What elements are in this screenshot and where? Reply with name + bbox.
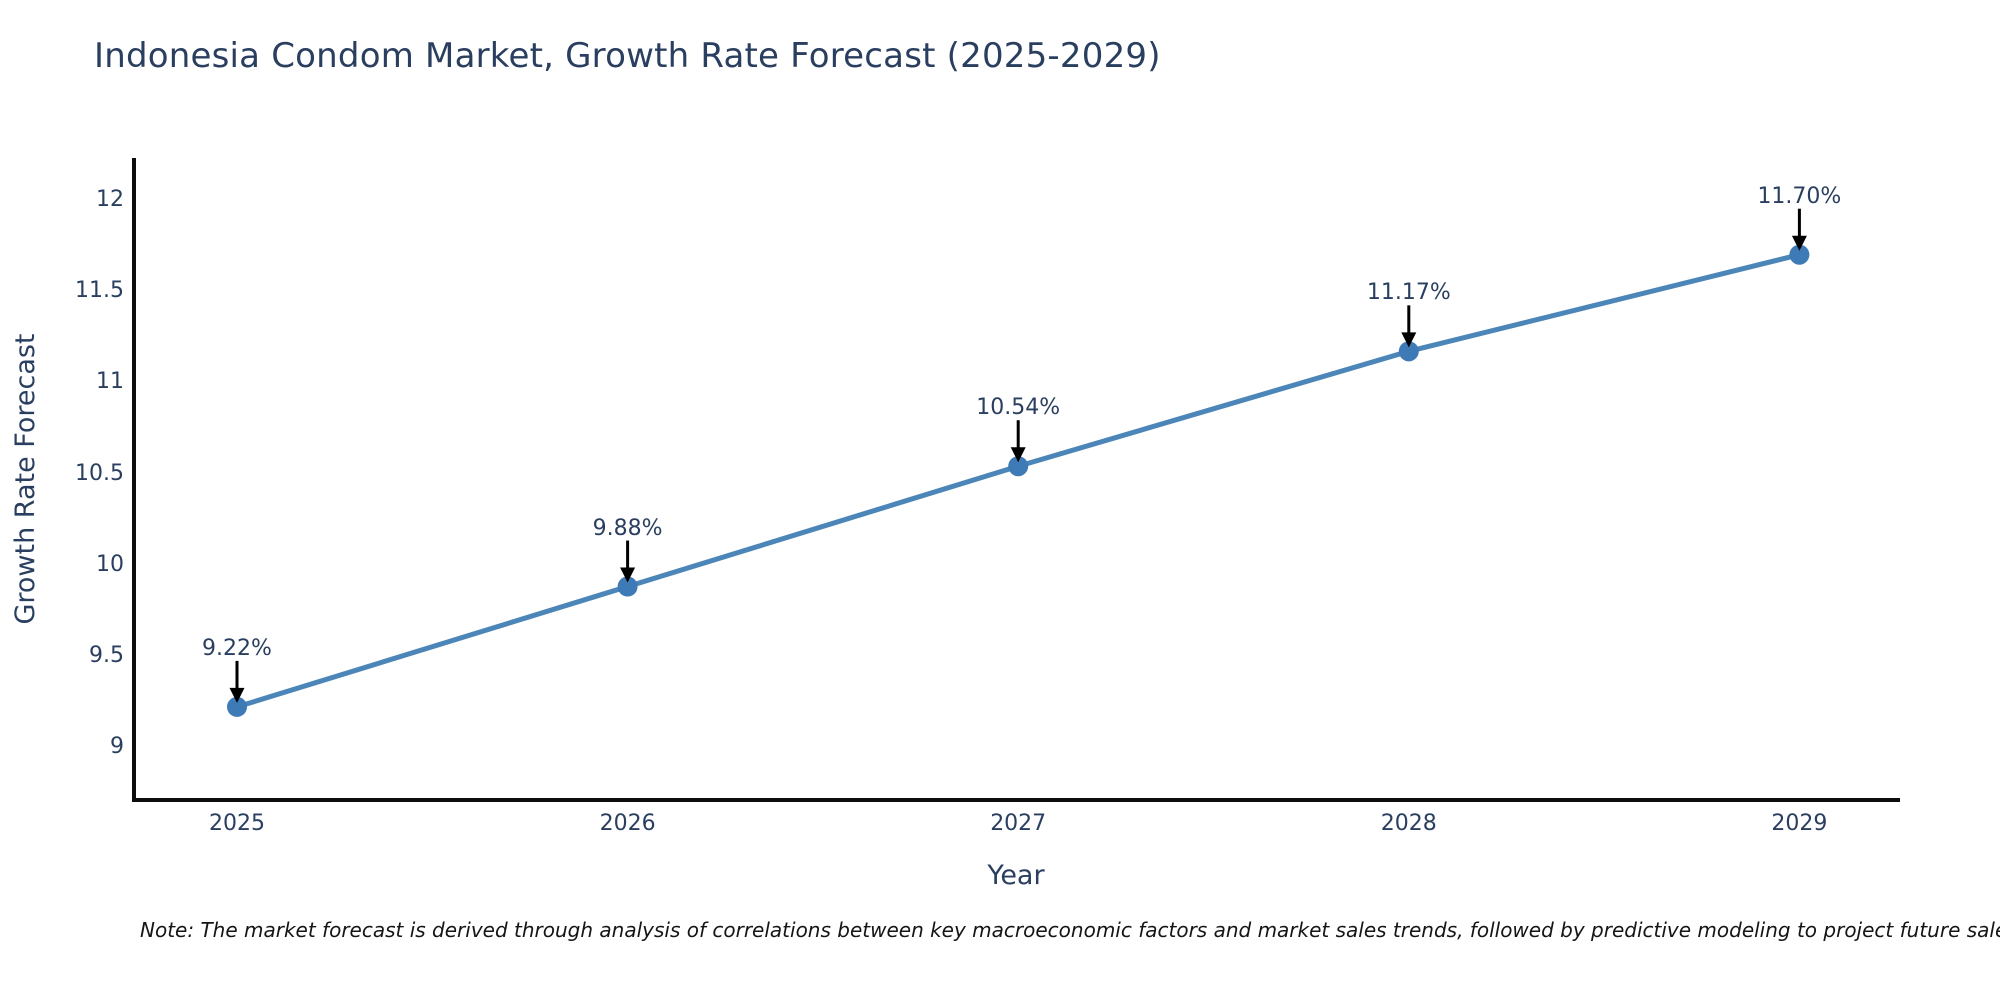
data-point-marker [227, 696, 247, 717]
line-series [227, 208, 1810, 717]
footnote: Note: The market forecast is derived thr… [140, 918, 2000, 942]
x-tick-label: 2025 [209, 811, 265, 836]
data-point-label: 10.54% [976, 395, 1061, 421]
x-axis-title: Year [987, 860, 1045, 891]
data-point-marker [617, 576, 638, 597]
annotation-arrowhead [1010, 447, 1026, 463]
y-tick-label: 10 [96, 551, 124, 577]
annotation-arrowhead [229, 687, 245, 703]
data-point-label: 11.70% [1757, 183, 1842, 209]
annotation-arrowhead [1401, 332, 1417, 348]
data-point-marker [1398, 341, 1419, 362]
axis-lines [132, 158, 1900, 802]
y-tick-label: 9 [110, 734, 124, 759]
data-point-marker [1008, 456, 1029, 477]
x-tick-label: 2027 [990, 811, 1047, 836]
series-line [236, 252, 1801, 710]
annotation-arrowhead [1791, 235, 1807, 251]
y-tick-label: 12 [96, 187, 124, 212]
data-point-label: 9.22% [202, 635, 272, 661]
chart-title: Indonesia Condom Market, Growth Rate For… [94, 36, 1161, 76]
data-point-marker [1789, 244, 1810, 265]
data-point-label: 9.88% [592, 515, 663, 541]
y-tick-label: 11.5 [75, 278, 124, 304]
x-tick-label: 2026 [599, 811, 656, 836]
y-tick-label: 10.5 [75, 460, 124, 486]
y-tick-label: 11 [96, 369, 124, 395]
y-tick-label: 9.5 [89, 642, 124, 668]
x-tick-label: 2029 [1771, 811, 1828, 836]
x-tick-label: 2028 [1380, 811, 1437, 836]
data-point-label: 11.17% [1366, 280, 1451, 306]
annotation-arrowhead [620, 567, 636, 583]
